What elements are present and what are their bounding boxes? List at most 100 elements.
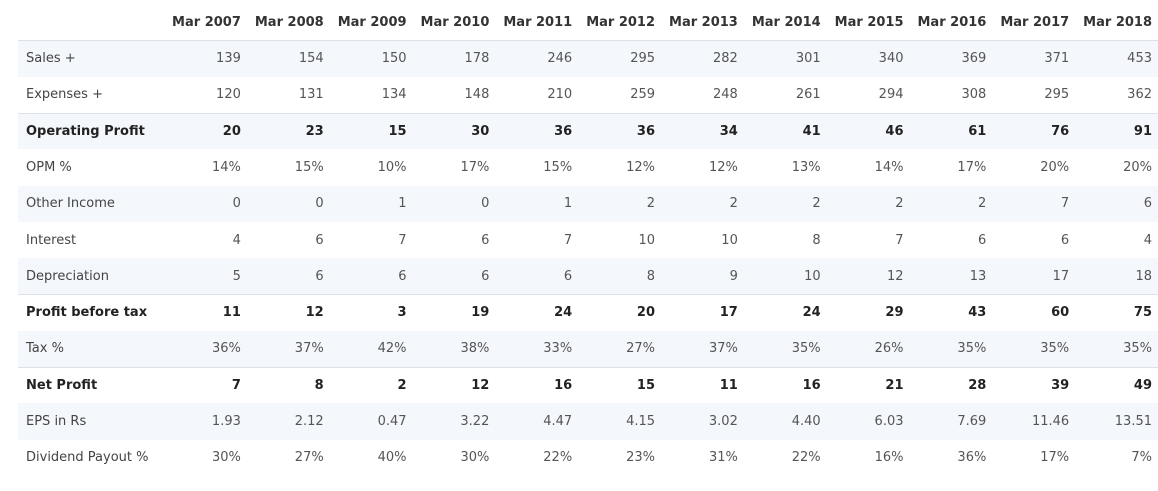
row-label: Depreciation bbox=[26, 268, 109, 284]
table-cell: 28 bbox=[909, 366, 993, 404]
table-cell: 10 bbox=[721, 232, 738, 248]
table-cell: 0.47 bbox=[377, 414, 407, 430]
table-cell: 20 bbox=[164, 112, 247, 150]
table-cell: 6 bbox=[978, 232, 987, 248]
table-cell: 17 bbox=[661, 294, 744, 331]
column-header: Mar 2007 bbox=[172, 14, 241, 30]
row-label: EPS in Rs bbox=[26, 414, 87, 430]
row-operating-profit: Operating Profit 20 23 15 30 36 36 34 41 46 61 76 91 bbox=[18, 112, 1158, 150]
table-cell: 15 bbox=[329, 112, 413, 150]
table-cell: 39 bbox=[992, 366, 1076, 404]
table-cell: 3.02 bbox=[708, 414, 738, 430]
table-cell: 37% bbox=[294, 341, 324, 357]
table-cell: 6 bbox=[315, 232, 324, 248]
table-cell: 13 bbox=[969, 268, 987, 284]
table-cell: 294 bbox=[878, 87, 904, 103]
table-cell: 13% bbox=[791, 160, 821, 176]
table-cell: 24 bbox=[495, 294, 579, 331]
table-cell: 6 bbox=[1060, 232, 1070, 248]
table-cell: 2 bbox=[812, 196, 821, 212]
table-cell: 2 bbox=[646, 196, 656, 212]
table-cell: 13.51 bbox=[1114, 414, 1152, 430]
row-label: Dividend Payout % bbox=[26, 450, 149, 466]
profit-loss-table: Mar 2007 Mar 2008 Mar 2009 Mar 2010 Mar … bbox=[18, 4, 1158, 476]
table-cell: 7 bbox=[1060, 196, 1070, 212]
row-net-profit: Net Profit 7 8 2 12 16 15 11 16 21 28 39 49 bbox=[18, 366, 1158, 404]
column-header: Mar 2018 bbox=[1083, 14, 1152, 30]
row-label-expandable[interactable]: Expenses + bbox=[26, 87, 103, 103]
table-cell: 37% bbox=[708, 341, 738, 357]
table-cell: 4.47 bbox=[543, 414, 573, 430]
table-cell: 9 bbox=[729, 268, 738, 284]
table-cell: 23% bbox=[626, 450, 656, 466]
table-cell: 61 bbox=[909, 112, 993, 150]
table-cell: 20 bbox=[578, 294, 662, 331]
table-cell: 120 bbox=[216, 87, 241, 103]
table-cell: 6 bbox=[481, 232, 490, 248]
table-cell: 12 bbox=[246, 294, 330, 331]
table-cell: 7 bbox=[563, 232, 573, 248]
table-cell: 31% bbox=[708, 450, 738, 466]
table-cell: 35% bbox=[1040, 341, 1070, 357]
row-opm: OPM % 14% 15% 10% 17% 15% 12% 12% 13% 14% 17% 20% 20… bbox=[18, 149, 1158, 185]
table-cell: 453 bbox=[1075, 39, 1158, 77]
table-cell: 12% bbox=[708, 160, 738, 176]
table-cell: 27% bbox=[626, 341, 656, 357]
table-cell: 4.40 bbox=[791, 414, 821, 430]
column-header: Mar 2016 bbox=[917, 14, 987, 30]
table-header: Mar 2007 Mar 2008 Mar 2009 Mar 2010 Mar … bbox=[18, 4, 1158, 41]
row-interest: Interest 4 6 7 6 7 10 10 8 7 6 6 4 bbox=[18, 222, 1158, 258]
table-cell: 10% bbox=[377, 160, 407, 176]
table-cell: 6 bbox=[315, 268, 324, 284]
table-cell: 10 bbox=[804, 268, 821, 284]
table-cell: 76 bbox=[992, 112, 1076, 150]
table-cell: 8 bbox=[812, 232, 821, 248]
table-cell: 11 bbox=[164, 294, 247, 331]
table-cell: 43 bbox=[909, 294, 993, 331]
table-cell: 11.46 bbox=[1031, 414, 1070, 430]
column-header: Mar 2015 bbox=[834, 14, 904, 30]
table-cell: 295 bbox=[1044, 87, 1070, 103]
table-cell: 7 bbox=[895, 232, 904, 248]
table-cell: 6 bbox=[1143, 196, 1152, 212]
table-cell: 2 bbox=[729, 196, 738, 212]
header-row: Mar 2007 Mar 2008 Mar 2009 Mar 2010 Mar … bbox=[18, 4, 1158, 41]
table-cell: 210 bbox=[547, 87, 573, 103]
table-cell: 4.15 bbox=[626, 414, 656, 430]
table-cell: 30% bbox=[211, 450, 241, 466]
table-cell: 35% bbox=[791, 341, 821, 357]
table-cell: 16 bbox=[495, 366, 579, 404]
table-cell: 1 bbox=[398, 196, 407, 212]
table-cell: 15% bbox=[543, 160, 573, 176]
table-cell: 35% bbox=[1123, 341, 1152, 357]
table-cell: 23 bbox=[246, 112, 330, 150]
row-dividend-payout: Dividend Payout % 30% 27% 40% 30% 22% 23% 31% 22… bbox=[18, 440, 1158, 476]
table-cell: 6.03 bbox=[874, 414, 904, 430]
table-cell: 17% bbox=[957, 160, 987, 176]
table-cell: 139 bbox=[164, 39, 247, 77]
table-cell: 282 bbox=[661, 39, 744, 77]
table-cell: 301 bbox=[743, 39, 827, 77]
table-cell: 0 bbox=[315, 196, 324, 212]
table-cell: 16 bbox=[743, 366, 827, 404]
row-label-expandable[interactable]: Sales + bbox=[18, 39, 165, 77]
table-cell: 150 bbox=[329, 39, 413, 77]
column-header: Mar 2012 bbox=[586, 14, 656, 30]
table-cell: 30% bbox=[460, 450, 490, 466]
table-cell: 3 bbox=[329, 294, 413, 331]
table-cell: 2 bbox=[329, 366, 413, 404]
table-cell: 34 bbox=[661, 112, 744, 150]
table-cell: 10 bbox=[638, 232, 656, 248]
table-cell: 38% bbox=[460, 341, 490, 357]
table-cell: 11 bbox=[661, 366, 744, 404]
table-cell: 6 bbox=[563, 268, 573, 284]
table-cell: 19 bbox=[412, 294, 496, 331]
table-cell: 6 bbox=[481, 268, 490, 284]
column-header: Mar 2017 bbox=[1000, 14, 1070, 30]
profit-loss-table-container: Mar 2007 Mar 2008 Mar 2009 Mar 2010 Mar … bbox=[18, 4, 1158, 476]
table-cell: 46 bbox=[826, 112, 910, 150]
table-cell: 6 bbox=[398, 268, 407, 284]
table-cell: 14% bbox=[211, 160, 241, 176]
row-eps: EPS in Rs 1.93 2.12 0.47 3.22 4.47 4.15 3.02 4.4… bbox=[18, 403, 1158, 440]
table-cell: 0 bbox=[232, 196, 241, 212]
